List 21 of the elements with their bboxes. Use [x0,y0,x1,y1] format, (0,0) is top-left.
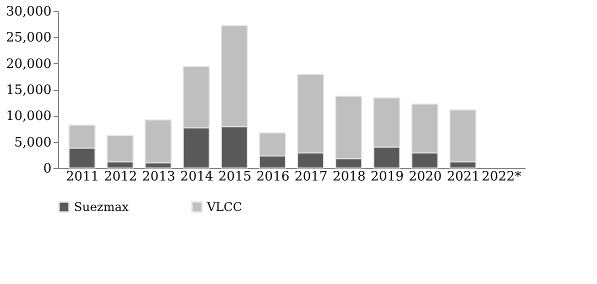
legend-label: VLCC [206,200,242,214]
x-tick-label: 2021 [446,170,480,184]
x-tick-label: 2017 [294,170,328,184]
x-tick-label: 2012 [104,170,138,184]
legend-label: Suezmax [74,200,129,214]
x-tick-label: 2014 [180,170,214,184]
x-tick-label: 2016 [256,170,290,184]
y-tick-label: 5,000 [14,135,52,150]
x-tick-label: 2019 [370,170,404,184]
y-tick-label: 20,000 [6,56,52,72]
y-tick-label: 15,000 [6,83,52,98]
x-tick-label: 2015 [218,170,252,184]
y-tick-label: 30,000 [6,4,52,20]
x-tick-label: 2020 [408,170,442,184]
y-tick-label: 0 [43,162,52,176]
x-tick-label: 2011 [66,170,100,184]
y-tick-label: 25,000 [6,30,52,46]
x-tick-label: 2013 [142,170,176,184]
x-tick-label: 2022* [482,170,522,184]
y-tick-label: 10,000 [6,109,52,124]
x-tick-label: 2018 [332,170,366,184]
